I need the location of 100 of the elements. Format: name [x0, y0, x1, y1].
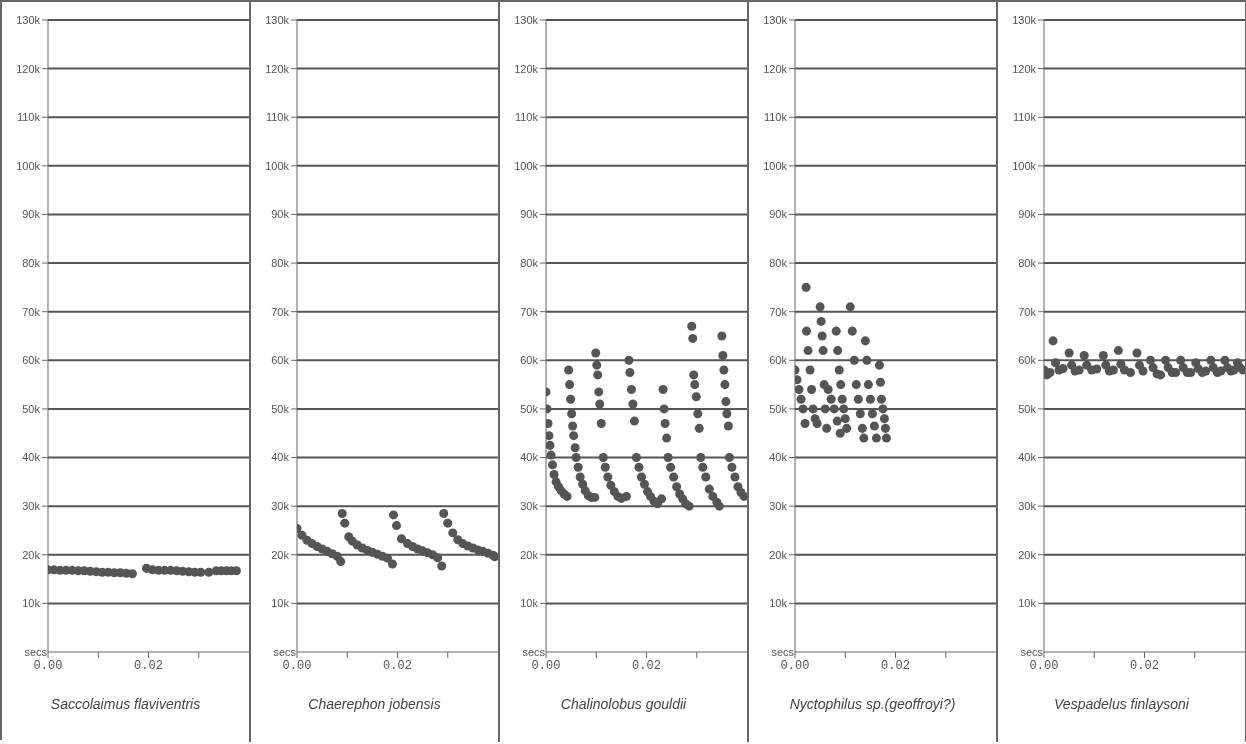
- point: [437, 561, 447, 571]
- y-tick-label: 90k: [769, 208, 788, 221]
- point: [875, 377, 885, 387]
- y-tick-label: 30k: [271, 500, 290, 513]
- y-tick-label: 110k: [16, 111, 41, 124]
- y-tick-label: 30k: [769, 500, 788, 513]
- point: [388, 510, 398, 520]
- y-tick-label: 120k: [763, 62, 788, 75]
- point: [1146, 355, 1156, 365]
- y-tick-label: 130k: [16, 13, 41, 26]
- y-tick-label: 90k: [22, 208, 41, 221]
- point: [880, 423, 890, 433]
- point: [839, 404, 849, 414]
- point: [853, 394, 863, 404]
- point: [878, 404, 888, 414]
- x-tick-label: 0.00: [33, 658, 63, 673]
- text: Saccolaimus flaviventris: [49, 696, 202, 712]
- point: [849, 355, 859, 365]
- y-tick-label: 70k: [271, 305, 290, 318]
- point: [387, 559, 397, 569]
- y-tick-label: 50k: [1018, 402, 1037, 415]
- y-tick-label: 110k: [514, 111, 539, 124]
- y-tick-label: 80k: [1018, 256, 1037, 269]
- x-tick-label: 0.02: [1130, 658, 1159, 673]
- point: [1176, 355, 1186, 365]
- y-tick-label: 60k: [22, 354, 41, 367]
- point: [391, 521, 402, 531]
- point: [860, 336, 870, 346]
- point: [1113, 346, 1123, 356]
- point: [879, 414, 889, 424]
- x-tick-label: 0.02: [383, 658, 412, 673]
- y-tick-label: 30k: [22, 500, 41, 513]
- point: [801, 282, 811, 292]
- x-tick-label: 0.02: [134, 658, 163, 673]
- y-tick-label: 50k: [271, 402, 290, 415]
- y-tick-label: 80k: [520, 256, 539, 269]
- point: [812, 419, 822, 429]
- point: [823, 384, 833, 394]
- point: [834, 365, 844, 375]
- point: [803, 346, 813, 356]
- point: [1156, 370, 1166, 380]
- point: [1132, 348, 1142, 358]
- y-tick-label: 10k: [520, 597, 539, 610]
- point: [837, 394, 847, 404]
- point: [845, 302, 855, 312]
- point: [1161, 355, 1171, 365]
- point: [842, 423, 852, 433]
- y-tick-label: 110k: [763, 111, 788, 124]
- x-tick-label: 0.02: [632, 658, 661, 673]
- text: Nyctophilus sp.(geoffroyi?): [788, 696, 957, 712]
- x-axis-title: secs: [273, 646, 297, 658]
- y-tick-label: 10k: [22, 597, 41, 610]
- y-tick-label: 100k: [16, 159, 41, 172]
- point: [865, 394, 875, 404]
- point: [832, 416, 842, 426]
- y-tick-label: 80k: [769, 256, 788, 269]
- y-tick-label: 30k: [520, 500, 539, 513]
- point: [800, 419, 810, 429]
- y-tick-label: 20k: [271, 548, 290, 561]
- y-tick-label: 120k: [16, 62, 41, 75]
- y-tick-label: 20k: [22, 548, 41, 561]
- y-tick-label: 70k: [1018, 305, 1037, 318]
- y-tick-label: 40k: [1018, 451, 1037, 464]
- x-tick-label: 0.00: [1029, 658, 1059, 673]
- y-tick-label: 80k: [22, 256, 41, 269]
- y-tick-label: 50k: [520, 402, 539, 415]
- y-tick-label: 80k: [271, 256, 290, 269]
- y-tick-label: 50k: [769, 402, 788, 415]
- point: [817, 331, 827, 341]
- x-tick-label: 0.02: [881, 658, 910, 673]
- point: [826, 394, 836, 404]
- x-tick-label: 0.00: [531, 658, 561, 673]
- y-tick-label: 40k: [520, 451, 539, 464]
- x-tick-label: 0.00: [780, 658, 810, 673]
- point: [855, 409, 865, 419]
- text: Vespadelus finlaysoni: [1053, 696, 1190, 712]
- y-tick-label: 90k: [271, 208, 290, 221]
- y-tick-label: 10k: [271, 597, 290, 610]
- point: [807, 384, 817, 394]
- point: [448, 528, 458, 538]
- x-tick-label: 0.00: [282, 658, 312, 673]
- x-axis-title: secs: [24, 646, 48, 658]
- y-tick-label: 100k: [514, 159, 539, 172]
- y-tick-label: 110k: [1012, 111, 1037, 124]
- point: [871, 433, 881, 443]
- point: [863, 380, 873, 390]
- y-tick-label: 60k: [1018, 354, 1037, 367]
- point: [874, 360, 884, 370]
- y-tick-label: 100k: [1012, 159, 1037, 172]
- point: [851, 380, 861, 390]
- x-axis-title: secs: [771, 646, 795, 658]
- point: [337, 508, 347, 518]
- point: [808, 404, 818, 414]
- point: [840, 414, 850, 424]
- x-axis-title: secs: [1020, 646, 1044, 658]
- y-tick-label: 70k: [22, 305, 41, 318]
- y-tick-label: 60k: [769, 354, 788, 367]
- y-tick-label: 20k: [1018, 548, 1037, 561]
- y-tick-label: 130k: [514, 13, 539, 26]
- y-tick-label: 40k: [769, 451, 788, 464]
